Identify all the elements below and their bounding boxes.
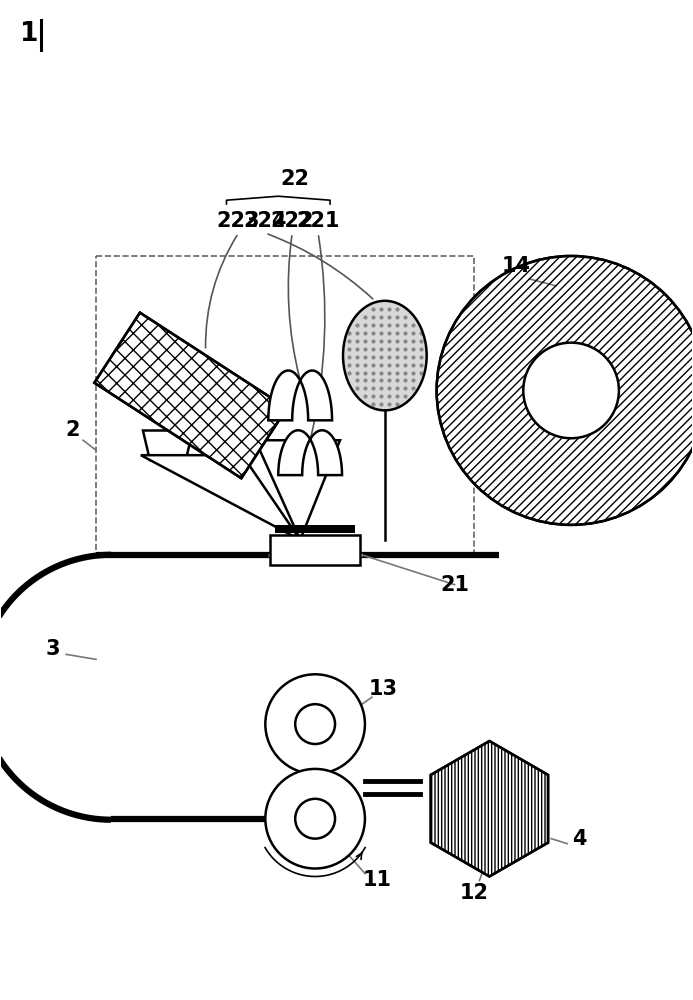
Polygon shape	[268, 371, 332, 420]
Polygon shape	[94, 313, 287, 478]
Text: 21: 21	[440, 575, 469, 595]
Text: 2: 2	[66, 420, 80, 440]
Bar	[275, 525, 355, 533]
Text: 1: 1	[20, 21, 39, 47]
Text: 4: 4	[572, 829, 586, 849]
Text: 223: 223	[217, 211, 260, 231]
Ellipse shape	[343, 301, 427, 410]
Text: 3: 3	[46, 639, 60, 659]
Text: 22: 22	[281, 169, 310, 189]
Text: 11: 11	[362, 870, 392, 890]
Circle shape	[265, 769, 365, 869]
Circle shape	[295, 799, 335, 839]
Polygon shape	[141, 455, 300, 540]
Text: 12: 12	[460, 883, 489, 903]
Circle shape	[295, 704, 335, 744]
Circle shape	[265, 674, 365, 774]
Polygon shape	[255, 440, 340, 540]
Text: 222: 222	[270, 211, 314, 231]
Text: 221: 221	[297, 211, 340, 231]
Text: 14: 14	[502, 256, 531, 276]
Text: 224: 224	[243, 211, 287, 231]
Circle shape	[437, 256, 693, 525]
Bar	[270, 535, 360, 565]
Polygon shape	[143, 431, 193, 460]
Polygon shape	[279, 430, 342, 475]
Circle shape	[523, 343, 619, 438]
Polygon shape	[431, 741, 548, 876]
Text: 13: 13	[369, 679, 397, 699]
